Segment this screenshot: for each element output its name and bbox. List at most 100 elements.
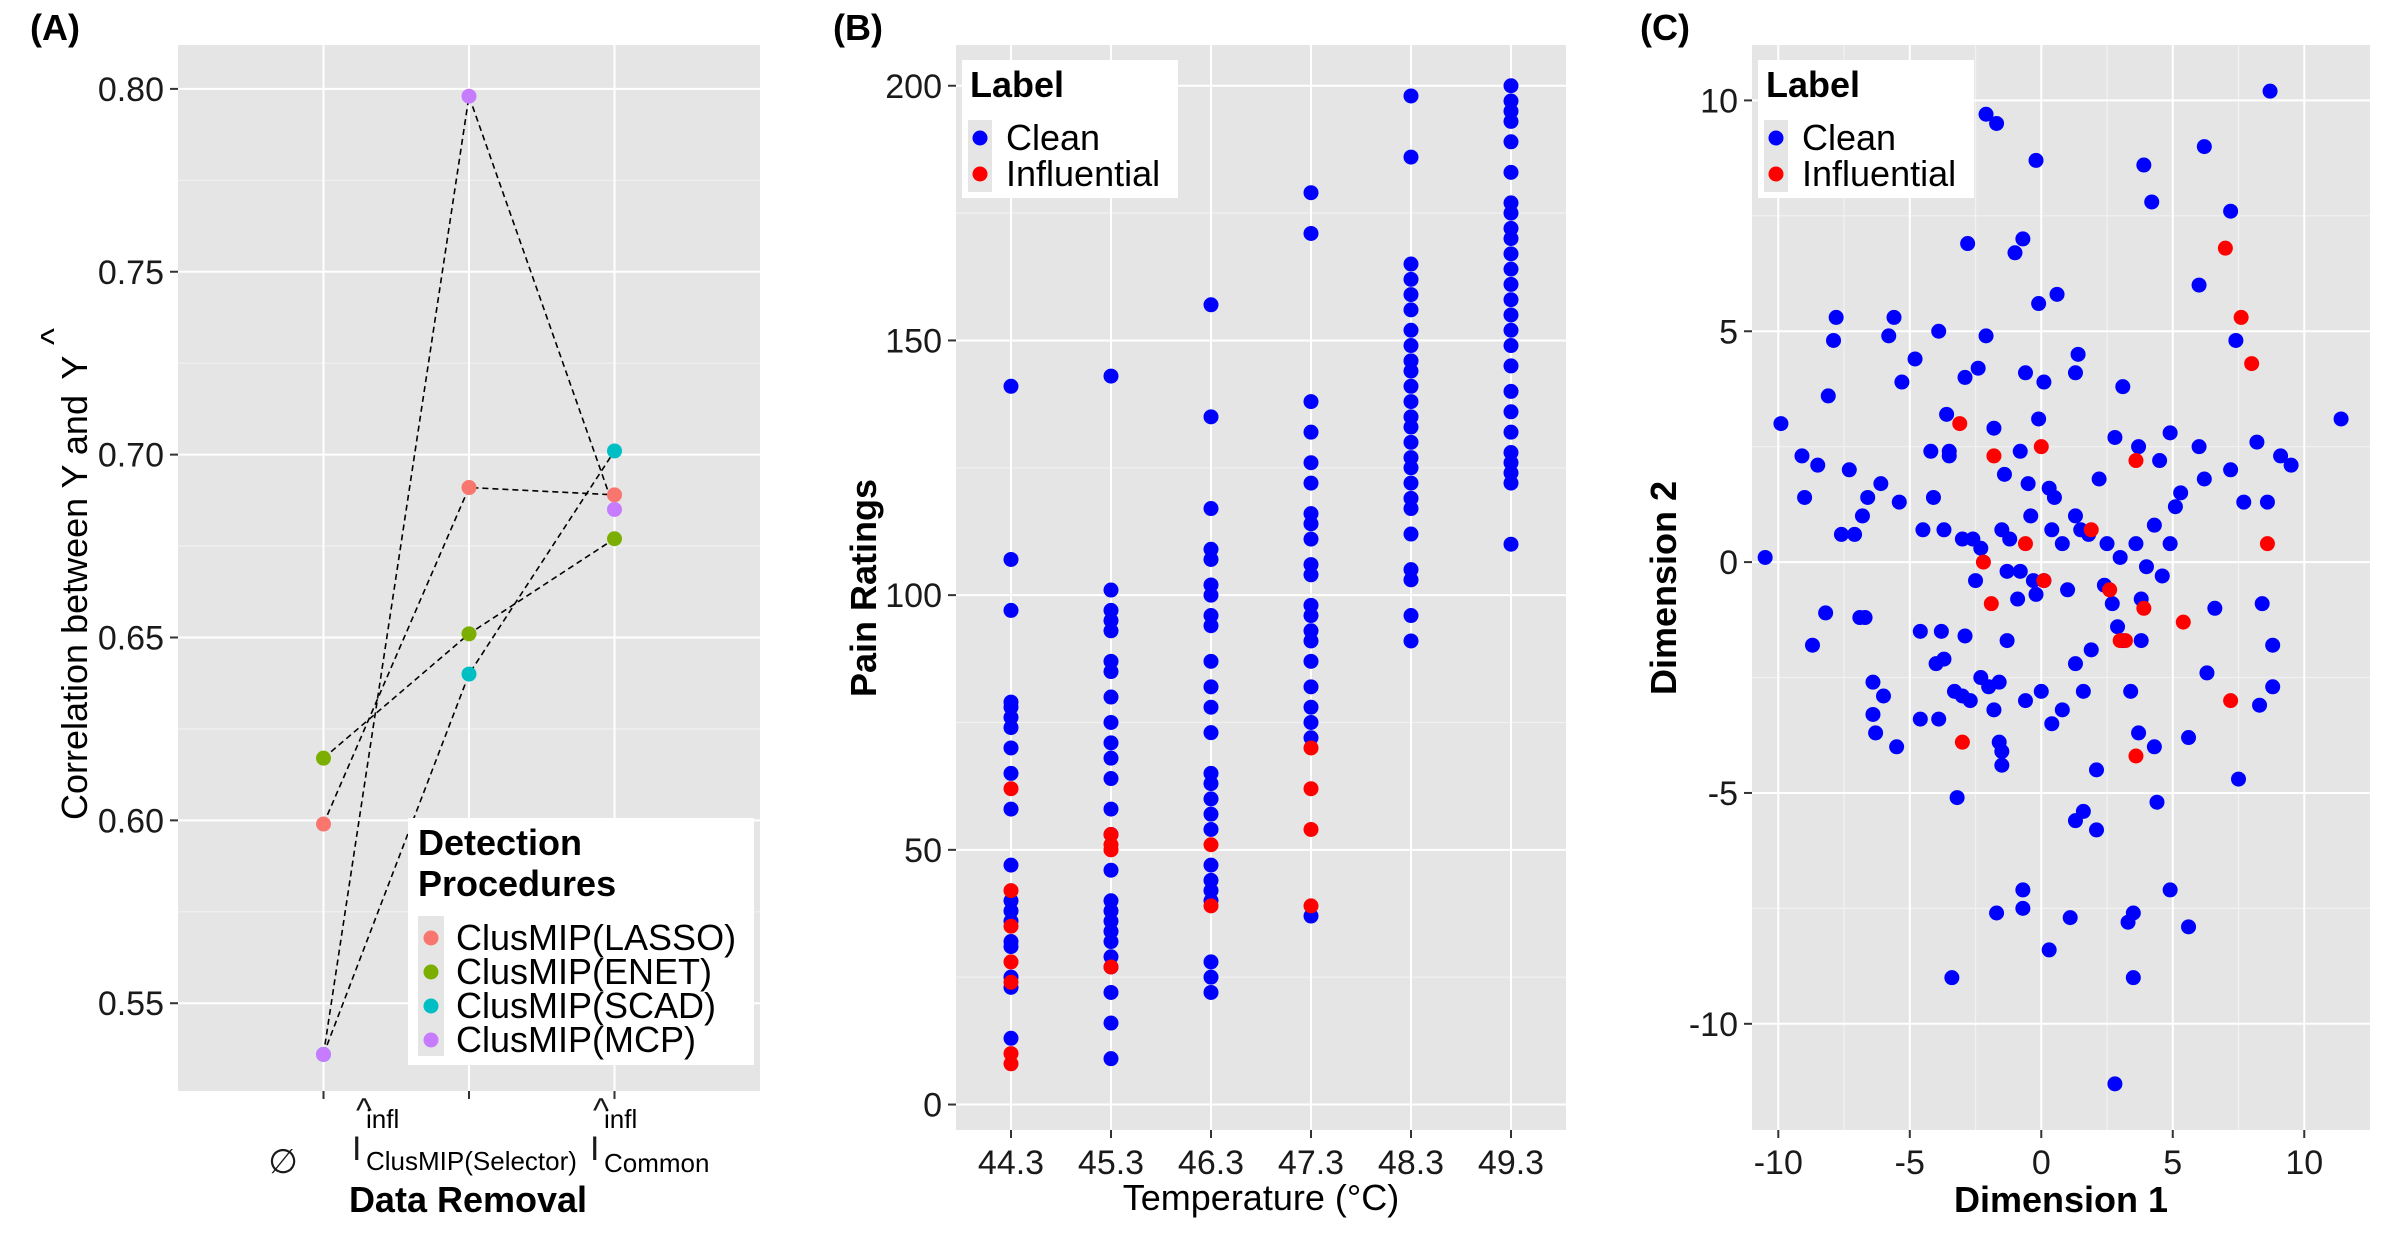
point-clean [2223,462,2239,478]
point-clean [1891,494,1907,510]
point-clean [1203,776,1219,792]
point-clean [2060,582,2076,598]
panel-b-plot-area [956,45,1566,1130]
point-clean [2028,586,2044,602]
x-category-common-subscript: Common [604,1148,709,1178]
panel-a-y-axis-title-var: Y [54,356,95,380]
point-clean [1757,549,1773,565]
point-clean [1303,653,1319,669]
point-clean [1303,455,1319,471]
point-clean [1973,540,1989,556]
point-clean [1931,711,1947,727]
point-clean [1203,653,1219,669]
legend-label-influential: Influential [1802,153,1956,194]
point-clusmip-scad [607,443,622,459]
y-tick-label: 0 [1719,544,1738,582]
legend-label-clean: Clean [1802,117,1896,158]
panel-b-x-ticks: 44.3 45.3 46.3 47.3 48.3 49.3 [978,1130,1544,1182]
point-influential [1203,898,1219,914]
point-clean [2223,203,2239,219]
point-clean [1103,984,1119,1000]
point-influential [1003,974,1019,990]
point-clean [1203,954,1219,970]
point-clean [2070,346,2086,362]
panel-c-legend-background [1758,60,1974,198]
point-clean [1794,448,1810,464]
point-clean [1999,563,2015,579]
point-clean [1503,113,1519,129]
point-clean [2115,379,2131,395]
point-clean [1847,526,1863,542]
point-clean [2191,277,2207,293]
point-clean [2283,457,2299,473]
point-clean [1865,706,1881,722]
point-clean [2015,900,2031,916]
point-clean [1503,383,1519,399]
point-clean [1303,679,1319,695]
point-clean [1103,368,1119,384]
point-clean [1403,475,1419,491]
point-clean [1978,328,1994,344]
point-clean [1860,489,1876,505]
point-clean [1403,88,1419,104]
point-clean [2333,411,2349,427]
point-influential [2083,522,2099,538]
point-clean [1103,934,1119,950]
point-clean [1303,424,1319,440]
point-clean [1503,307,1519,323]
point-clean [1773,416,1789,432]
point-clean [2149,794,2165,810]
point-clean [2231,771,2247,787]
point-clean [2125,970,2141,986]
point-clean [1403,287,1419,303]
point-clean [1960,236,1976,252]
point-clean [1403,633,1419,649]
point-clean [2015,231,2031,247]
y-tick-label: 50 [904,832,942,870]
y-tick-label: 0.55 [98,985,164,1023]
point-clean [2196,139,2212,155]
point-clean [2007,245,2023,261]
point-clean [1991,674,2007,690]
point-influential [2128,748,2144,764]
point-clean [2181,919,2197,935]
point-clean [2062,910,2078,926]
point-clean [1797,489,1813,505]
legend-key-clusmip-mcp [423,1032,439,1048]
point-clean [1403,419,1419,435]
point-clean [2152,453,2168,469]
point-clean [1939,406,1955,422]
panel-a-legend-background [408,818,754,1065]
point-clean [1503,424,1519,440]
x-tick-label: -5 [1895,1144,1925,1182]
point-clean [1941,448,1957,464]
x-tick-label: 47.3 [1278,1144,1344,1182]
point-clean [1103,735,1119,751]
point-clean [2020,476,2036,492]
x-tick-label: 44.3 [978,1144,1044,1182]
point-clean [2067,656,2083,672]
x-category-clusmip-selector-subscript: ClusMIP(Selector) [366,1146,577,1176]
panel-a-y-axis-title: Correlation between Y and Y ^ [33,328,95,820]
y-tick-label: 0.75 [98,254,164,292]
point-clean [1949,790,1965,806]
panel-b-y-ticks: 0 50 100 150 200 [885,68,956,1125]
panel-a-label: (A) [30,7,80,48]
point-clean [1203,806,1219,822]
point-clean [2028,152,2044,168]
point-clean [2173,485,2189,501]
panel-c-x-ticks: -10 -5 0 5 10 [1754,1130,2323,1182]
point-clean [1003,378,1019,394]
point-clean [2138,559,2154,575]
point-influential [2259,536,2275,552]
point-clean [2128,536,2144,552]
point-clean [1820,388,1836,404]
point-clean [1403,322,1419,338]
point-clean [1503,78,1519,94]
point-clean [2199,665,2215,681]
point-clean [1944,970,1960,986]
connector-clusmip-lasso [322,486,615,825]
point-clean [1503,338,1519,354]
point-clean [1503,246,1519,262]
point-clean [1203,297,1219,313]
